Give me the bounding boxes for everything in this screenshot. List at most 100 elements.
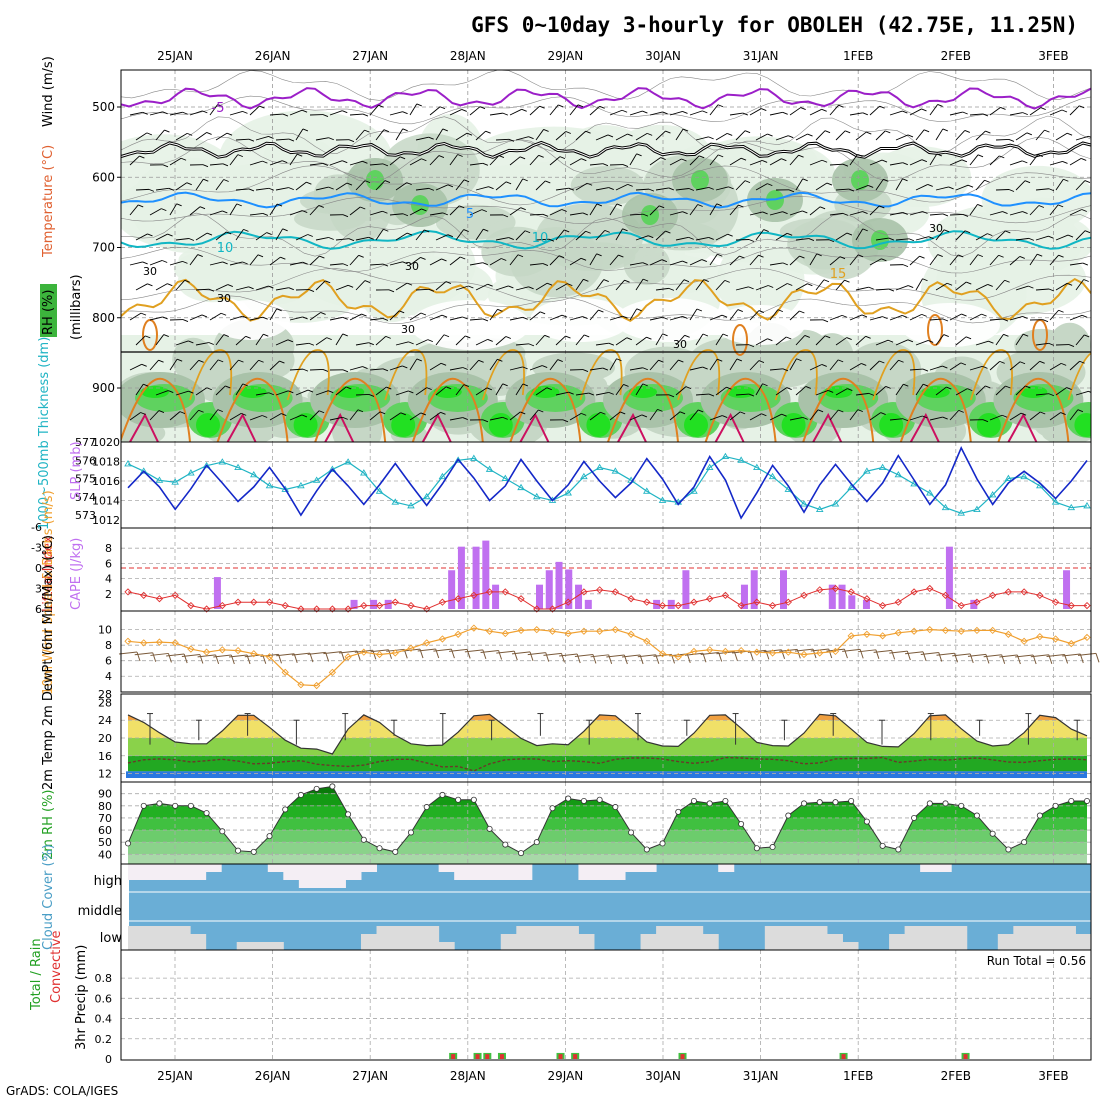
lifted-index-line [127, 587, 1087, 610]
wind-barb [675, 128, 684, 141]
isotherm-25 [519, 412, 550, 442]
precip-tick-label: 0.6 [95, 992, 113, 1005]
wind-barb [515, 178, 524, 191]
wind-barb [795, 178, 804, 191]
lifted-tick-label: 0 [35, 562, 42, 575]
thickness-point [643, 487, 651, 494]
rh-shading [121, 110, 1091, 442]
rh-blob-light [993, 213, 1091, 270]
thickness-point [1083, 502, 1091, 509]
wind-barb [309, 312, 321, 321]
wind-barb [335, 386, 347, 396]
wind-speed-point [328, 668, 337, 676]
rh-low-bright [238, 386, 267, 398]
thickness-point [249, 470, 258, 478]
wind-barb-feather [325, 280, 331, 284]
wind-barb [375, 129, 385, 141]
cape-bar [350, 599, 358, 609]
wind-barb-feather [443, 334, 450, 338]
high-cloud-bar [298, 864, 315, 888]
wind-barb [949, 213, 964, 216]
wind-barb-feather [668, 394, 675, 398]
wind-barb-feather [242, 315, 248, 319]
wind-barb-feather [1005, 385, 1011, 389]
contour-label: 30 [673, 338, 687, 351]
top-date-label: 1FEB [843, 49, 873, 63]
surface-wind-feather [561, 653, 565, 663]
wind-barb-feather [188, 390, 194, 394]
surface-wind-barb [543, 652, 562, 656]
wind-barb-feather [208, 288, 215, 292]
low-cloud-bar [920, 926, 937, 950]
wind-speed-point [863, 630, 871, 638]
wind-barb [729, 358, 738, 371]
wind-barb [269, 160, 283, 166]
wind-barb-feather [942, 416, 948, 420]
wind-barb-feather [542, 213, 549, 217]
lifted-index-point [627, 595, 635, 603]
wind-barb-feather [1022, 160, 1028, 164]
wind-barb [829, 104, 839, 116]
wind-barb-feather [1061, 109, 1068, 113]
wind-barb [929, 416, 943, 421]
wind-barb-feather [301, 414, 308, 418]
wind-barb [615, 183, 628, 191]
thickness-point [878, 463, 887, 470]
wind-barb-feather [406, 232, 413, 236]
lifted-index-point [737, 601, 745, 610]
wind-barb-feather [881, 159, 888, 163]
wind-barb [595, 391, 609, 396]
wind-barb-feather [604, 229, 610, 233]
cape-bar [370, 599, 378, 609]
low-cloud-bar [392, 926, 409, 950]
thickness-point [847, 483, 855, 491]
rh2m-point [439, 791, 446, 798]
isotherm-20b [1067, 351, 1091, 401]
wind-barb [595, 187, 609, 191]
wind-barb [435, 386, 447, 396]
wind-barb-feather [961, 159, 968, 163]
lifted-index-point [187, 601, 195, 610]
wind-barb-feather [140, 312, 147, 316]
wind-barb [189, 206, 201, 216]
cape-bar [945, 546, 953, 609]
top-date-label: 28JAN [450, 49, 486, 63]
wind-speed-point [957, 627, 965, 635]
wind-barb [729, 309, 739, 321]
lifted-index-point [438, 598, 447, 606]
rh2m-point [518, 850, 525, 857]
wind-barb-feather [288, 287, 294, 291]
rh2m-point [187, 802, 194, 809]
low-cloud-bar [376, 926, 393, 950]
temperature-tick-label: 28 [98, 696, 112, 709]
wind-barb-feather [799, 310, 805, 314]
wind-barb-feather [598, 309, 604, 313]
rh2m-point [942, 800, 949, 807]
wind-barb-feather [901, 314, 908, 318]
wind-barb [389, 412, 402, 421]
wind-barb-feather [888, 237, 895, 241]
rh-blob-green [691, 170, 709, 190]
isohume-line [121, 70, 1091, 101]
thickness-tick-label: 573 [75, 509, 96, 522]
top-date-label: 3FEB [1038, 49, 1068, 63]
low-cloud-bar [904, 926, 921, 950]
wind-barb [1009, 361, 1021, 371]
wind-barb-feather [302, 261, 308, 265]
wind-barb-feather [768, 285, 774, 288]
wind-barb-feather [888, 288, 895, 292]
wind-barb-feather [280, 256, 286, 260]
wind-barb-feather [577, 104, 584, 108]
isotherm-25 [714, 412, 745, 442]
wind-barb [329, 160, 343, 166]
wind-barb-feather [883, 178, 889, 182]
wind-barb [555, 187, 569, 191]
surface-wind-barb [213, 654, 232, 658]
wind-barb [449, 316, 463, 321]
wind-barb [135, 188, 150, 191]
wind-barb [335, 333, 344, 346]
wind-barb [289, 261, 303, 266]
rh2m-point [690, 797, 697, 804]
wind-barb [315, 337, 327, 346]
wind-barb-feather [668, 287, 675, 291]
